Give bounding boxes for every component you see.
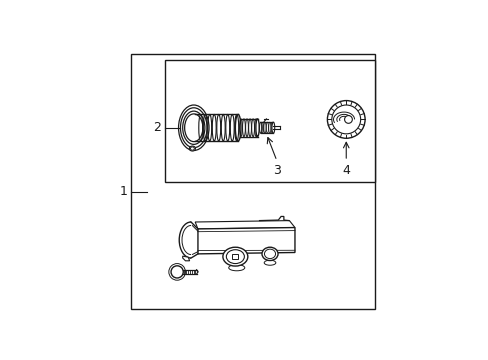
Bar xyxy=(232,255,238,259)
Polygon shape xyxy=(195,221,294,229)
Text: 4: 4 xyxy=(342,164,349,177)
Text: 3: 3 xyxy=(272,164,280,177)
Ellipse shape xyxy=(271,122,274,133)
Circle shape xyxy=(344,116,352,123)
Bar xyxy=(164,60,375,182)
Polygon shape xyxy=(198,228,294,254)
Circle shape xyxy=(331,105,360,134)
Ellipse shape xyxy=(264,260,275,265)
Ellipse shape xyxy=(223,247,247,266)
Circle shape xyxy=(171,266,183,278)
Ellipse shape xyxy=(262,247,278,261)
Ellipse shape xyxy=(189,146,195,151)
Text: 2: 2 xyxy=(152,121,160,134)
Text: 1: 1 xyxy=(119,185,127,198)
Ellipse shape xyxy=(255,119,259,136)
Ellipse shape xyxy=(235,114,241,141)
Ellipse shape xyxy=(264,249,275,258)
Circle shape xyxy=(327,100,365,138)
Ellipse shape xyxy=(228,265,244,271)
Ellipse shape xyxy=(226,250,244,264)
Bar xyxy=(131,54,375,309)
Ellipse shape xyxy=(259,122,262,133)
Ellipse shape xyxy=(190,147,194,150)
Polygon shape xyxy=(183,256,189,261)
